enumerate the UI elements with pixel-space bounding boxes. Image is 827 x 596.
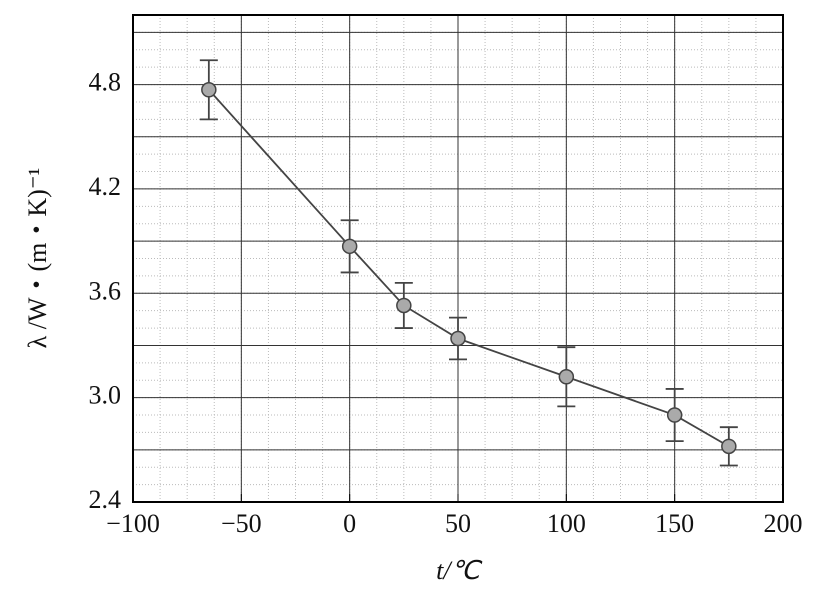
- y-tick-label: 2.4: [89, 485, 122, 514]
- y-axis-label: λ /W・(m・K)⁻¹: [23, 168, 52, 349]
- marker: [201, 82, 217, 98]
- x-tick-label: 100: [547, 509, 586, 538]
- y-tick-label: 4.2: [89, 172, 122, 201]
- marker: [450, 330, 466, 347]
- marker: [666, 407, 683, 423]
- data-line: [208, 89, 730, 448]
- marker: [341, 238, 358, 255]
- y-tick-label: 4.8: [89, 68, 122, 97]
- x-tick-label: 150: [655, 509, 694, 538]
- plot-frame: [132, 14, 784, 503]
- marker: [721, 438, 737, 455]
- x-tick-label: −50: [221, 509, 262, 538]
- y-tick-label: 3.6: [89, 276, 122, 305]
- x-tick-label: 50: [445, 509, 471, 538]
- y-tick-label: 3.0: [89, 381, 122, 410]
- x-axis-label: t/℃: [436, 556, 482, 585]
- x-tick-label: 200: [764, 509, 803, 538]
- marker: [558, 369, 575, 385]
- marker: [396, 297, 412, 314]
- x-tick-label: 0: [343, 509, 356, 538]
- x-tick-label: −100: [106, 509, 160, 538]
